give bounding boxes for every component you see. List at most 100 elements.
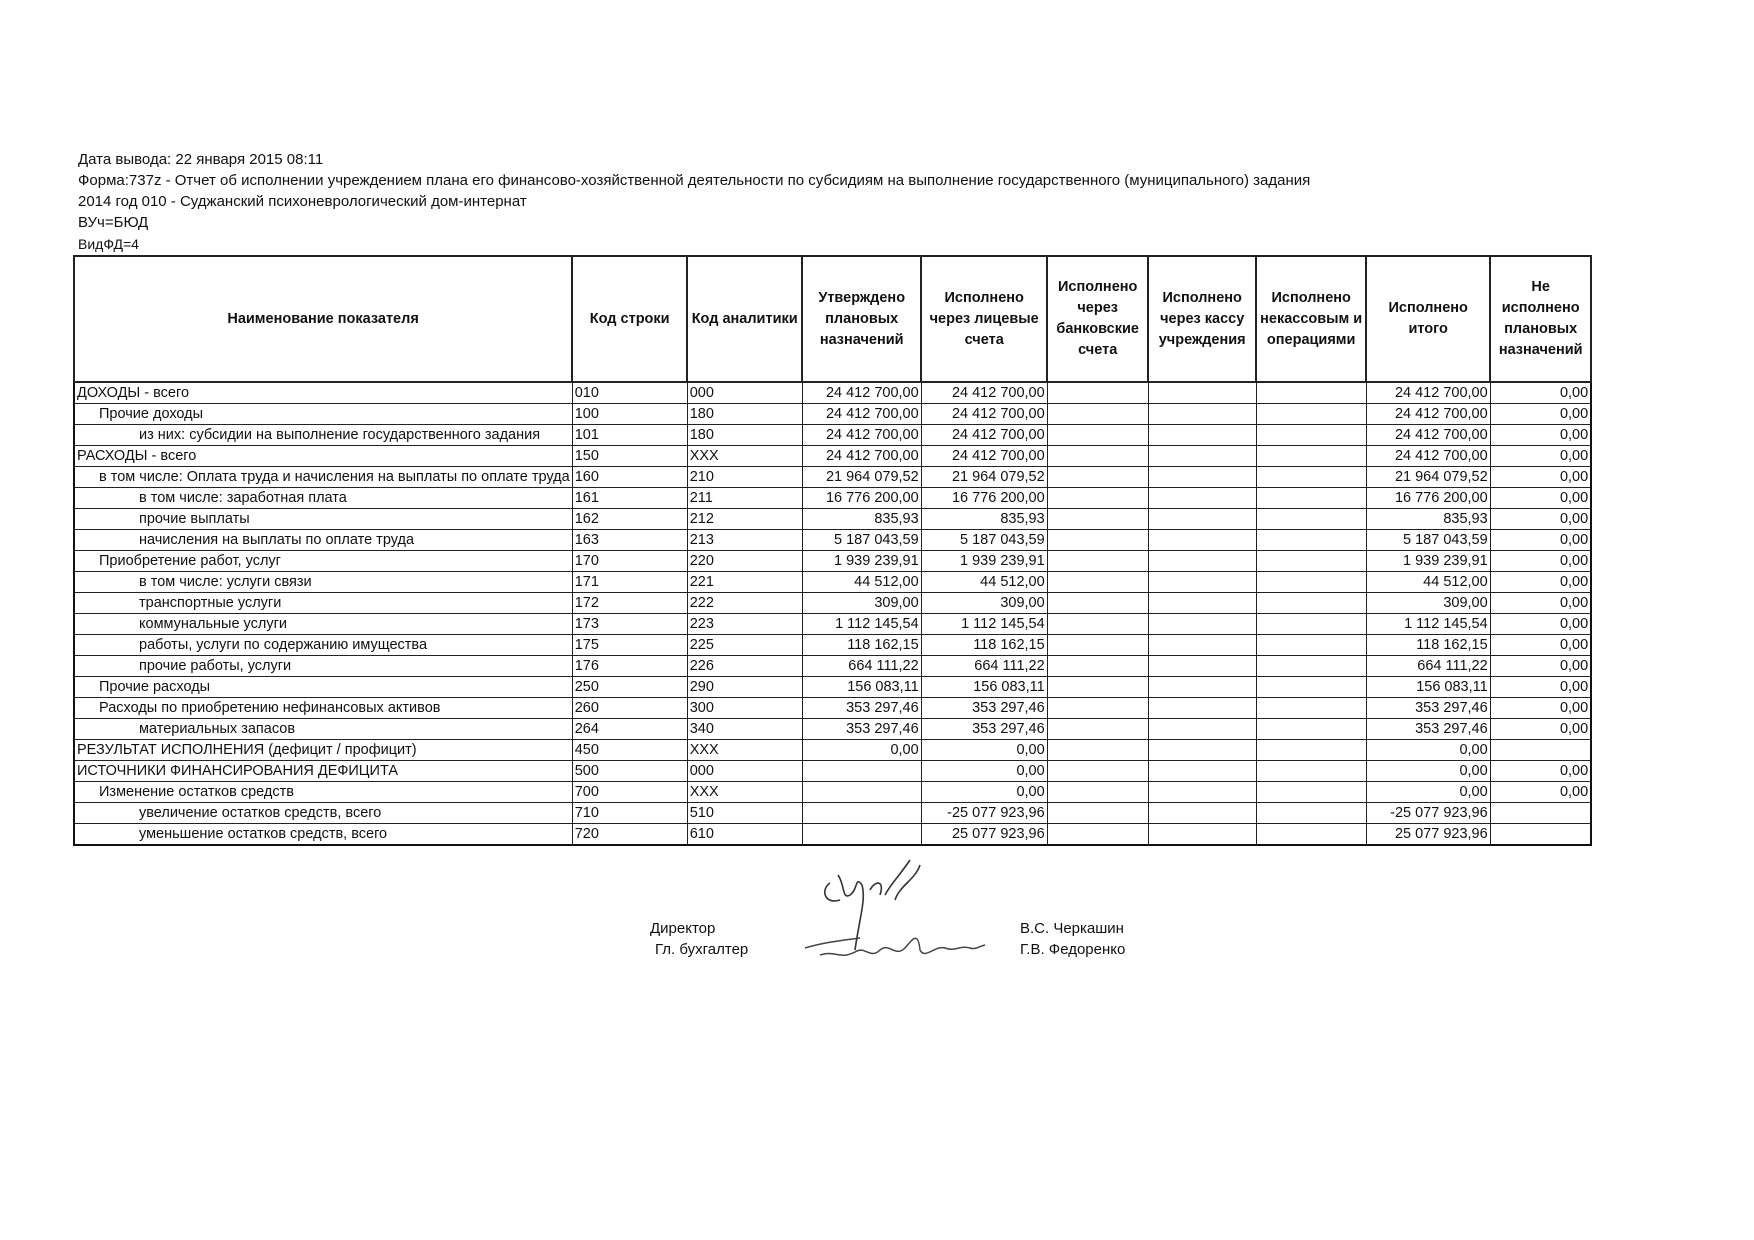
cell-personal: 353 297,46: [920, 718, 1048, 740]
cell-total: 24 412 700,00: [1365, 403, 1491, 425]
column-header: Исполнено через банковские счета: [1046, 255, 1150, 383]
cell-bank: [1046, 508, 1149, 530]
cell-planned: 0,00: [801, 739, 922, 761]
cell-cash: [1147, 781, 1257, 803]
cell-code: 173: [571, 613, 688, 635]
column-header: Код аналитики: [686, 255, 804, 383]
cell-cash: [1147, 613, 1257, 635]
cell-personal: -25 077 923,96: [920, 802, 1048, 824]
cell-code: 176: [571, 655, 688, 677]
cell-noncash: [1255, 697, 1367, 719]
cell-noncash: [1255, 634, 1367, 656]
cell-total: 118 162,15: [1365, 634, 1491, 656]
cell-code: 150: [571, 445, 688, 467]
table-row: Приобретение работ, услуг 170 220 1 939 239…: [73, 550, 1592, 572]
cell-unfulfilled: 0,00: [1489, 634, 1592, 656]
cell-name: ДОХОДЫ - всего: [73, 381, 573, 404]
column-header: Исполнено некассовым и операциями: [1255, 255, 1368, 383]
cell-noncash: [1255, 571, 1367, 593]
cell-planned: 1 112 145,54: [801, 613, 922, 635]
cell-name: РЕЗУЛЬТАТ ИСПОЛНЕНИЯ (дефицит / профицит…: [73, 739, 573, 761]
cell-cash: [1147, 823, 1257, 846]
cell-cash: [1147, 445, 1257, 467]
cell-analytic: 300: [686, 697, 803, 719]
cell-name: ИСТОЧНИКИ ФИНАНСИРОВАНИЯ ДЕФИЦИТА: [73, 760, 573, 782]
cell-code: 010: [571, 381, 688, 404]
table-row: РЕЗУЛЬТАТ ИСПОЛНЕНИЯ (дефицит / профицит…: [73, 739, 1592, 761]
cell-code: 100: [571, 403, 688, 425]
cell-total: 16 776 200,00: [1365, 487, 1491, 509]
cell-total: 24 412 700,00: [1365, 381, 1491, 404]
cell-total: 21 964 079,52: [1365, 466, 1491, 488]
cell-analytic: 222: [686, 592, 803, 614]
table-row: уменьшение остатков средств, всего 720 610…: [73, 823, 1592, 846]
cell-bank: [1046, 823, 1149, 846]
cell-planned: 309,00: [801, 592, 922, 614]
cell-cash: [1147, 508, 1257, 530]
cell-name: материальных запасов: [73, 718, 573, 740]
cell-personal: 24 412 700,00: [920, 403, 1048, 425]
cell-cash: [1147, 802, 1257, 824]
cell-name: Прочие доходы: [73, 403, 573, 425]
table-row: в том числе: услуги связи 171 221 44 512,00…: [73, 571, 1592, 593]
table-row: прочие работы, услуги 176 226 664 111,22 664…: [73, 655, 1592, 677]
cell-total: 835,93: [1365, 508, 1491, 530]
cell-personal: 24 412 700,00: [920, 424, 1048, 446]
cell-code: 250: [571, 676, 688, 698]
cell-unfulfilled: 0,00: [1489, 550, 1592, 572]
cell-cash: [1147, 739, 1257, 761]
cell-planned: 24 412 700,00: [801, 403, 922, 425]
cell-planned: 156 083,11: [801, 676, 922, 698]
cell-name: прочие выплаты: [73, 508, 573, 530]
cell-code: 170: [571, 550, 688, 572]
cell-planned: 835,93: [801, 508, 922, 530]
column-header: Исполнено через лицевые счета: [920, 255, 1049, 383]
table-row: РАСХОДЫ - всего 150 XXX 24 412 700,00 24 412…: [73, 445, 1592, 467]
cell-analytic: 220: [686, 550, 803, 572]
cell-planned: 21 964 079,52: [801, 466, 922, 488]
cell-planned: 664 111,22: [801, 655, 922, 677]
cell-noncash: [1255, 487, 1367, 509]
cell-personal: 0,00: [920, 781, 1048, 803]
cell-code: 500: [571, 760, 688, 782]
cell-noncash: [1255, 550, 1367, 572]
cell-name: Расходы по приобретению нефинансовых акт…: [73, 697, 573, 719]
cell-analytic: XXX: [686, 445, 803, 467]
cell-cash: [1147, 487, 1257, 509]
cell-unfulfilled: 0,00: [1489, 655, 1592, 677]
cell-total: 25 077 923,96: [1365, 823, 1491, 846]
cell-cash: [1147, 655, 1257, 677]
cell-planned: 24 412 700,00: [801, 381, 922, 404]
cell-planned: 118 162,15: [801, 634, 922, 656]
cell-code: 450: [571, 739, 688, 761]
cell-noncash: [1255, 760, 1367, 782]
director-name: В.С. Черкашин: [1020, 920, 1124, 937]
cell-cash: [1147, 760, 1257, 782]
cell-name: в том числе: Оплата труда и начисления н…: [73, 466, 573, 488]
cell-unfulfilled: 0,00: [1489, 381, 1592, 404]
table-row: Прочие доходы 100 180 24 412 700,00 24 412 7…: [73, 403, 1592, 425]
cell-planned: 1 939 239,91: [801, 550, 922, 572]
cell-analytic: XXX: [686, 739, 803, 761]
cell-cash: [1147, 529, 1257, 551]
cell-name: в том числе: заработная плата: [73, 487, 573, 509]
report-table: Наименование показателя Код строки Код ана…: [72, 255, 1593, 846]
cell-analytic: 510: [686, 802, 803, 824]
table-row: материальных запасов 264 340 353 297,46 353 …: [73, 718, 1592, 740]
cell-bank: [1046, 487, 1149, 509]
cell-code: 101: [571, 424, 688, 446]
cell-noncash: [1255, 424, 1367, 446]
table-row: ИСТОЧНИКИ ФИНАНСИРОВАНИЯ ДЕФИЦИТА 500 000 0…: [73, 760, 1592, 782]
cell-cash: [1147, 403, 1257, 425]
cell-personal: 118 162,15: [920, 634, 1048, 656]
cell-planned: [801, 823, 922, 846]
cell-code: 720: [571, 823, 688, 846]
cell-code: 260: [571, 697, 688, 719]
cell-total: 44 512,00: [1365, 571, 1491, 593]
cell-bank: [1046, 802, 1149, 824]
cell-bank: [1046, 381, 1149, 404]
cell-analytic: 000: [686, 381, 803, 404]
cell-planned: 353 297,46: [801, 718, 922, 740]
table-row: увеличение остатков средств, всего 710 510…: [73, 802, 1592, 824]
cell-bank: [1046, 466, 1149, 488]
